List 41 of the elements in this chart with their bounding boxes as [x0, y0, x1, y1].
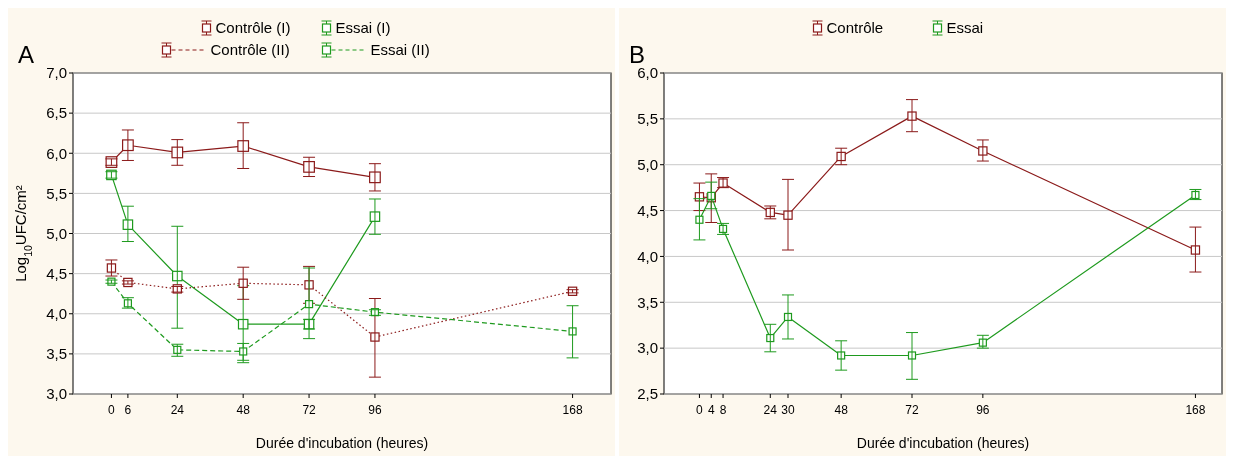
x-tick-label: 48 — [236, 403, 251, 417]
chart-title: A — [18, 41, 35, 68]
x-tick-label: 96 — [976, 403, 990, 417]
x-tick-label: 0 — [108, 403, 116, 417]
y-tick-label: 2,5 — [637, 385, 658, 403]
y-tick-label: 6,0 — [46, 144, 67, 162]
x-tick-label: 8 — [719, 403, 727, 417]
legend-label: Essai (II) — [370, 41, 430, 59]
y-tick-label: 3,0 — [637, 339, 658, 357]
y-tick-label: 4,0 — [637, 247, 658, 265]
legend-label: Essai — [946, 19, 984, 37]
y-tick-label: 3,5 — [637, 293, 658, 311]
x-axis-title: Durée d'incubation (heures) — [255, 435, 429, 451]
legend-label: Contrôle — [826, 19, 884, 37]
y-tick-label: 4,0 — [46, 305, 67, 322]
legend-label: Contrôle (I) — [215, 19, 291, 37]
x-tick-label: 72 — [905, 403, 919, 417]
y-tick-label: 5,5 — [637, 110, 658, 128]
y-tick-label: 5,0 — [46, 224, 67, 242]
x-tick-label: 168 — [1185, 403, 1206, 417]
y-tick-label: 4,5 — [46, 264, 67, 282]
x-axis-title: Durée d'incubation (heures) — [856, 435, 1030, 451]
y-tick-label: 7,0 — [46, 64, 67, 82]
x-tick-label: 24 — [763, 403, 778, 417]
y-tick-label: 5,5 — [46, 184, 67, 202]
legend-label: Contrôle (II) — [210, 41, 290, 59]
x-tick-label: 4 — [707, 403, 715, 417]
x-tick-label: 30 — [781, 403, 795, 417]
x-tick-label: 48 — [834, 403, 849, 417]
y-tick-label: 3,5 — [46, 345, 67, 363]
y-tick-label: 3,0 — [46, 385, 67, 403]
x-tick-label: 72 — [302, 403, 317, 417]
x-tick-label: 6 — [124, 403, 132, 417]
y-tick-label: 6,5 — [46, 104, 67, 122]
x-tick-label: 96 — [368, 403, 382, 417]
y-tick-label: 5,0 — [637, 155, 658, 173]
legend-label: Essai (I) — [335, 19, 391, 37]
y-tick-label: 4,5 — [637, 201, 658, 219]
x-tick-label: 168 — [562, 403, 583, 417]
x-tick-label: 0 — [696, 403, 704, 417]
x-tick-label: 24 — [170, 403, 185, 417]
